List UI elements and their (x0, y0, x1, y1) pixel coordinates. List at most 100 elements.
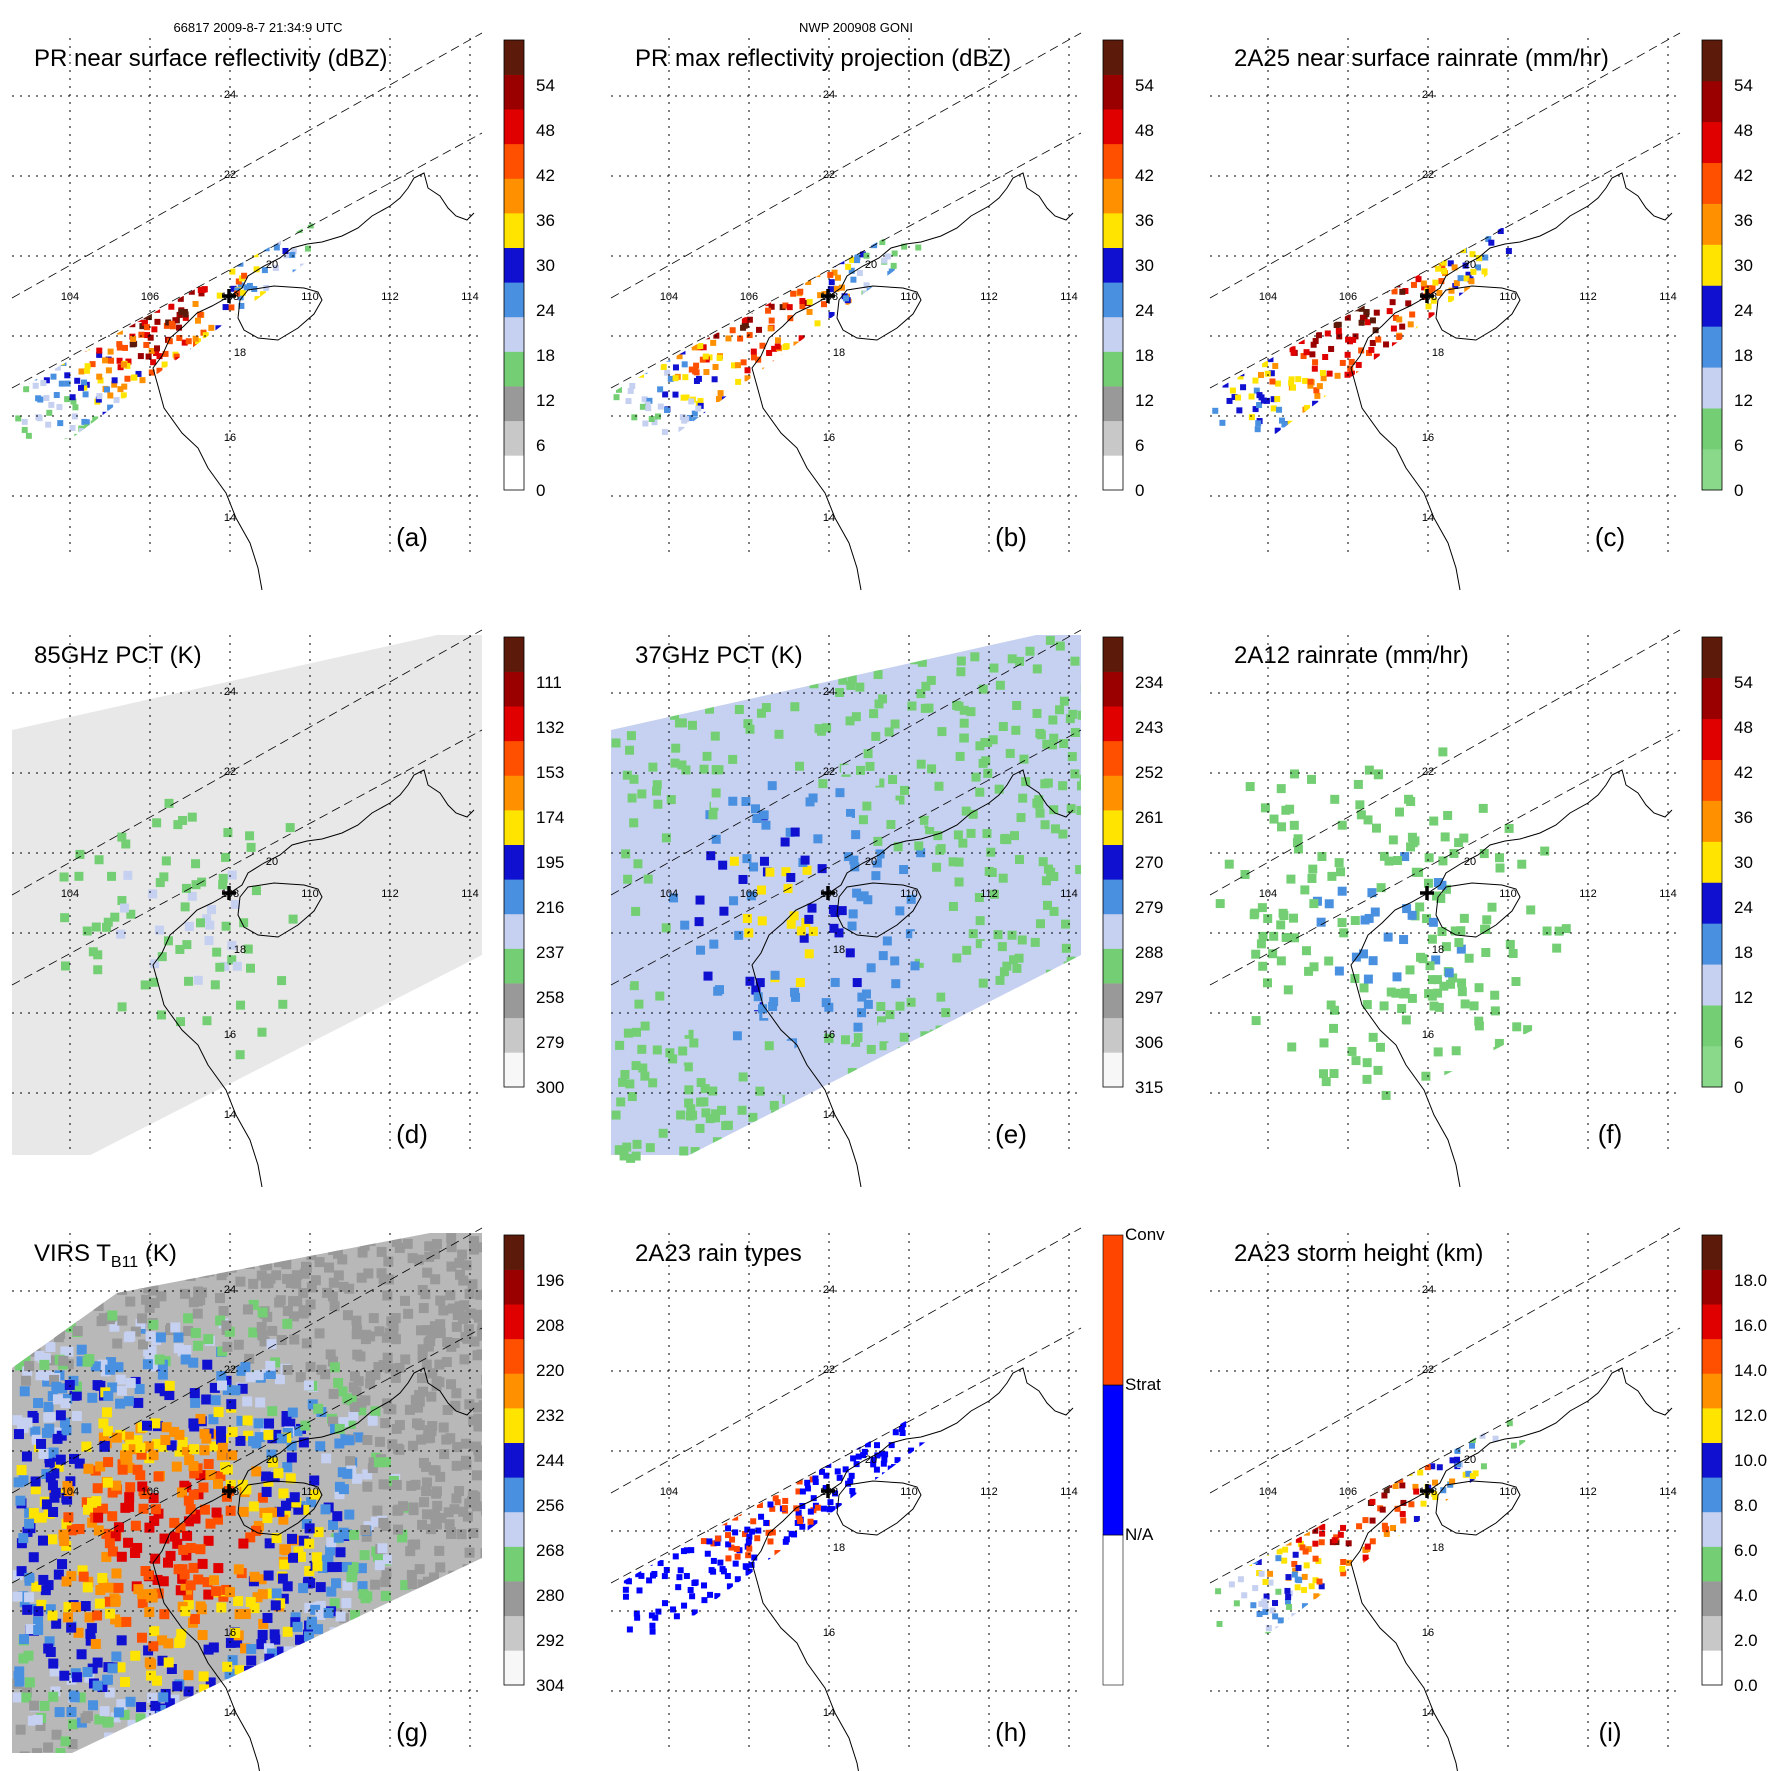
colorbar-segment (1702, 923, 1722, 965)
lon-label: 110 (301, 888, 319, 900)
lon-label: 110 (1499, 1486, 1517, 1498)
colorbar-segment (504, 1338, 524, 1374)
colorbar-segment (504, 213, 524, 248)
colorbar-segment (504, 1269, 524, 1305)
hainan-coastline (237, 882, 323, 938)
lon-label: 104 (1259, 888, 1277, 900)
colorbar-label: 279 (1135, 898, 1163, 917)
lon-label: 110 (1499, 888, 1517, 900)
map-panel: 24 22 20 18 16 14 104 106 108 110 112 114 PR near su… (11, 32, 555, 591)
colorbar-label: 10.0 (1734, 1451, 1767, 1470)
colorbar-segment (1103, 983, 1123, 1019)
colorbar-label: 153 (536, 763, 564, 782)
colorbar-segment (1702, 1373, 1722, 1409)
lat-label: 22 (224, 169, 236, 181)
colorbar-segment (1103, 351, 1123, 387)
colorbar-segment (504, 1235, 524, 1270)
colorbar: 0 6 12 18 24 30 36 42 48 54 (503, 39, 555, 500)
colorbar-segment (1702, 203, 1722, 245)
map-panel: 22 20 18 16 104 110 112 114 2A12 rainrate (mm/hr… (1209, 629, 1753, 1188)
colorbar-label: 18 (1734, 943, 1753, 962)
colorbar: 315 306 297 288 279 270 261 252 243 234 (1102, 636, 1163, 1097)
lat-label: 14 (224, 1707, 236, 1719)
colorbar-label: 30 (1734, 853, 1753, 872)
colorbar-label: 2.0 (1734, 1631, 1758, 1650)
colorbar-segment (1103, 879, 1123, 915)
colorbar-segment (504, 351, 524, 387)
panel-title: VIRS TB11 (K) (34, 1240, 177, 1271)
lat-label: 20 (1464, 856, 1476, 868)
colorbar-label: 252 (1135, 763, 1163, 782)
lat-label: 14 (224, 1109, 236, 1121)
colorbar-segment (504, 1581, 524, 1617)
colorbar-segment (504, 282, 524, 318)
swath-edge (610, 132, 1082, 389)
colorbar-segment (1702, 1442, 1722, 1478)
colorbar-segment (1103, 178, 1123, 214)
colorbar-label: 12 (1734, 391, 1753, 410)
storm-center-marker (821, 289, 835, 303)
lat-label: 24 (224, 89, 236, 101)
colorbar-segment (504, 1442, 524, 1478)
lat-label: 24 (224, 686, 236, 698)
colorbar-segment (1103, 109, 1123, 145)
swath-edge (11, 729, 483, 986)
lon-label: 104 (1259, 1486, 1277, 1498)
colorbar-label: 36 (1734, 211, 1753, 230)
coastline (152, 172, 475, 591)
lat-label: 22 (1422, 169, 1434, 181)
colorbar-label: 12 (1135, 391, 1154, 410)
colorbar-label: 30 (1135, 256, 1154, 275)
colorbar-label: 24 (1135, 301, 1154, 320)
colorbar-segment (1702, 1269, 1722, 1305)
lon-label: 114 (1060, 888, 1078, 900)
colorbar-segment (1702, 408, 1722, 450)
lon-label: 114 (461, 291, 479, 303)
colorbar-segment (504, 740, 524, 776)
lon-label: 110 (900, 291, 918, 303)
lon-label: 104 (660, 1486, 678, 1498)
colorbar-label: 30 (536, 256, 555, 275)
colorbar-label: 16.0 (1734, 1316, 1767, 1335)
colorbar: 0 6 12 18 24 30 36 42 48 54 (1102, 39, 1154, 500)
colorbar-segment (1702, 759, 1722, 801)
colorbar-segment (504, 637, 524, 672)
lat-label: 20 (1464, 1454, 1476, 1466)
colorbar-segment (504, 913, 524, 949)
colorbar-segment (1103, 247, 1123, 283)
colorbar-segment (504, 810, 524, 845)
colorbar-segment (1103, 1017, 1123, 1053)
swath-edge (1209, 1227, 1681, 1494)
lat-label: 14 (823, 1109, 835, 1121)
colorbar-label: 6 (1734, 436, 1743, 455)
colorbar-segment (504, 74, 524, 110)
colorbar-label: 292 (536, 1631, 564, 1650)
lat-label: 14 (224, 512, 236, 524)
map-panel: 24 22 20 18 16 14 104 108 110 112 114 2A23 rain typ… (610, 1225, 1165, 1771)
colorbar-segment (1702, 1615, 1722, 1651)
colorbar-segment (1702, 1546, 1722, 1582)
colorbar: 0.0 2.0 4.0 6.0 8.0 10.0 12.0 14.0 16.0 18.0 (1701, 1234, 1767, 1695)
colorbar-label: 297 (1135, 988, 1163, 1007)
colorbar-label: 261 (1135, 808, 1163, 827)
lon-label: 106 (141, 291, 159, 303)
panel-title: 2A23 rain types (635, 1240, 802, 1267)
lat-label: 22 (1422, 766, 1434, 778)
colorbar-segment (1702, 449, 1722, 491)
storm-center-marker (821, 886, 835, 900)
colorbar-label: 54 (1734, 76, 1753, 95)
lon-label: 108 (221, 888, 239, 900)
lat-label: 20 (266, 856, 278, 868)
coastline (751, 769, 1074, 1188)
colorbar-segment (504, 420, 524, 456)
lon-label: 104 (660, 888, 678, 900)
colorbar-segment (504, 1615, 524, 1651)
colorbar-segment (504, 1052, 524, 1088)
lon-label: 108 (1419, 1486, 1437, 1498)
colorbar: 304 292 280 268 256 244 232 220 208 196 (503, 1234, 564, 1695)
lat-label: 24 (1422, 1284, 1434, 1296)
lat-label: 18 (234, 347, 246, 359)
panel-letter: (i) (1598, 1717, 1621, 1747)
colorbar-label: 258 (536, 988, 564, 1007)
